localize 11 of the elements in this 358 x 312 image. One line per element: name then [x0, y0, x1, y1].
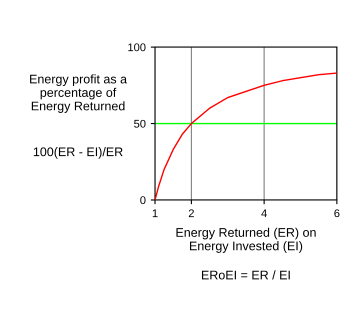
y-tick-label: 0	[140, 196, 146, 204]
x-axis-title: Energy Returned (ER) on Energy Invested (EI)	[176, 228, 316, 253]
x-tick-label: 1	[152, 209, 158, 218]
y-tick-label: 100	[128, 43, 146, 52]
x-tick-label: 4	[261, 209, 267, 218]
text: ERoEI = ER / EI	[202, 270, 290, 280]
y-tick-label: 50	[134, 120, 146, 128]
x-tick-label: 2	[188, 209, 194, 218]
x-tick-label: 6	[334, 209, 340, 218]
text: 100(ER - EI)/ER	[34, 147, 123, 159]
y-axis-title: Energy profit as a percentage of Energy Returned	[30, 74, 128, 113]
